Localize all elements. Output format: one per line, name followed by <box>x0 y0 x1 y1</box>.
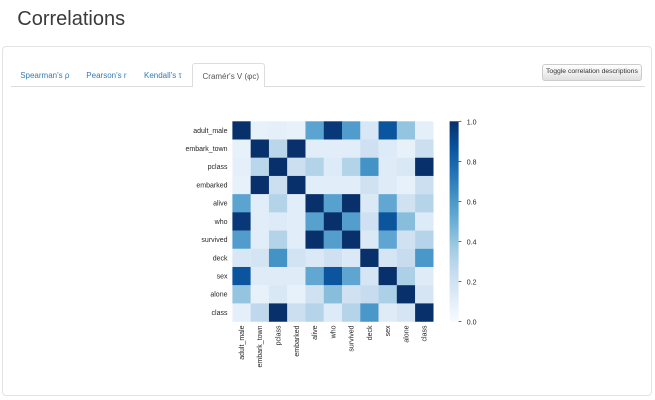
svg-text:deck: deck <box>213 255 228 262</box>
svg-text:adult_male: adult_male <box>193 128 227 135</box>
svg-text:0.0: 0.0 <box>467 320 477 327</box>
svg-text:alive: alive <box>312 325 319 340</box>
svg-text:deck: deck <box>367 325 374 340</box>
svg-text:embarked: embarked <box>196 182 227 189</box>
svg-text:survived: survived <box>349 325 356 351</box>
svg-text:embark_town: embark_town <box>185 146 227 153</box>
svg-text:class: class <box>212 310 228 317</box>
svg-text:class: class <box>422 325 429 341</box>
svg-text:alone: alone <box>403 325 410 342</box>
svg-text:sex: sex <box>385 325 392 336</box>
svg-text:alive: alive <box>213 201 228 208</box>
svg-text:pclass: pclass <box>275 325 282 345</box>
svg-text:alone: alone <box>210 292 227 299</box>
svg-text:who: who <box>214 219 228 226</box>
svg-text:survived: survived <box>201 237 227 244</box>
svg-text:sex: sex <box>217 273 228 280</box>
svg-text:0.4: 0.4 <box>467 239 477 246</box>
svg-text:adult_male: adult_male <box>239 325 246 359</box>
svg-text:embarked: embarked <box>294 325 301 356</box>
svg-text:0.6: 0.6 <box>467 199 477 206</box>
svg-text:who: who <box>330 325 337 339</box>
svg-text:embark_town: embark_town <box>257 325 264 367</box>
svg-text:0.2: 0.2 <box>467 280 477 287</box>
svg-text:1.0: 1.0 <box>467 119 477 126</box>
svg-text:0.8: 0.8 <box>467 159 477 166</box>
svg-text:pclass: pclass <box>208 164 228 171</box>
